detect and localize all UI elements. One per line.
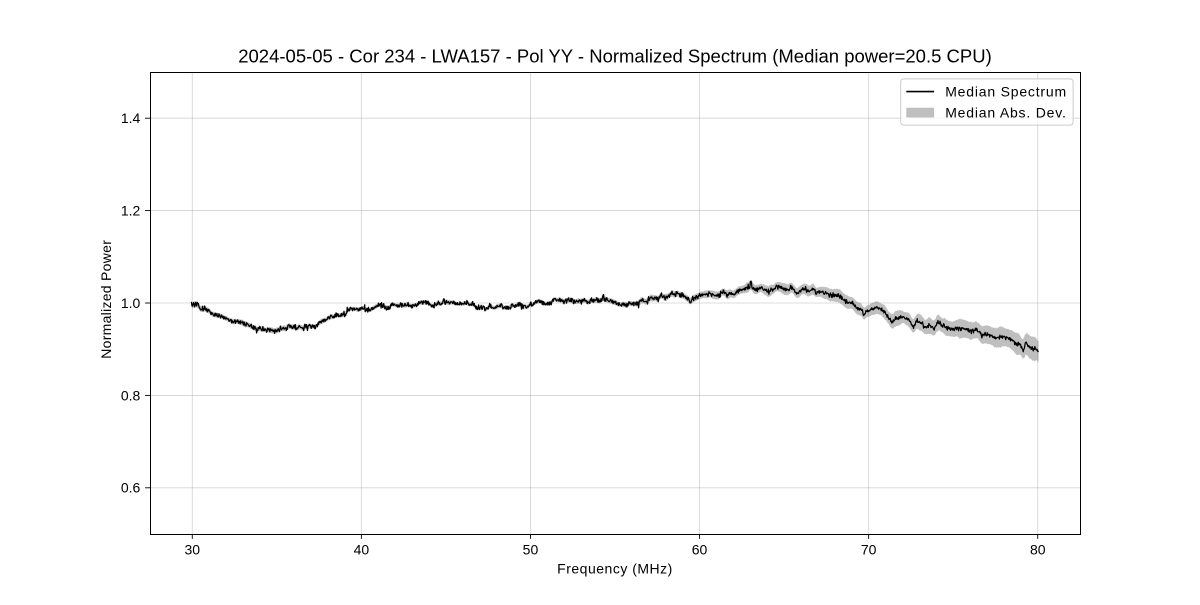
svg-text:60: 60 [692,542,708,558]
svg-text:30: 30 [184,542,200,558]
svg-text:2024-05-05 - Cor 234 - LWA157: 2024-05-05 - Cor 234 - LWA157 - Pol YY -… [238,45,992,66]
svg-text:Median Spectrum: Median Spectrum [945,84,1067,100]
svg-text:Normalized Power: Normalized Power [98,240,114,359]
svg-text:0.8: 0.8 [121,387,141,403]
svg-text:80: 80 [1030,542,1046,558]
svg-text:50: 50 [523,542,539,558]
svg-text:1.4: 1.4 [121,110,141,126]
svg-text:1.2: 1.2 [121,203,141,219]
svg-text:1.0: 1.0 [121,295,141,311]
svg-text:Frequency (MHz): Frequency (MHz) [557,561,673,577]
svg-text:0.6: 0.6 [121,480,141,496]
svg-text:40: 40 [354,542,370,558]
svg-text:Median Abs. Dev.: Median Abs. Dev. [945,105,1066,121]
svg-text:70: 70 [861,542,877,558]
